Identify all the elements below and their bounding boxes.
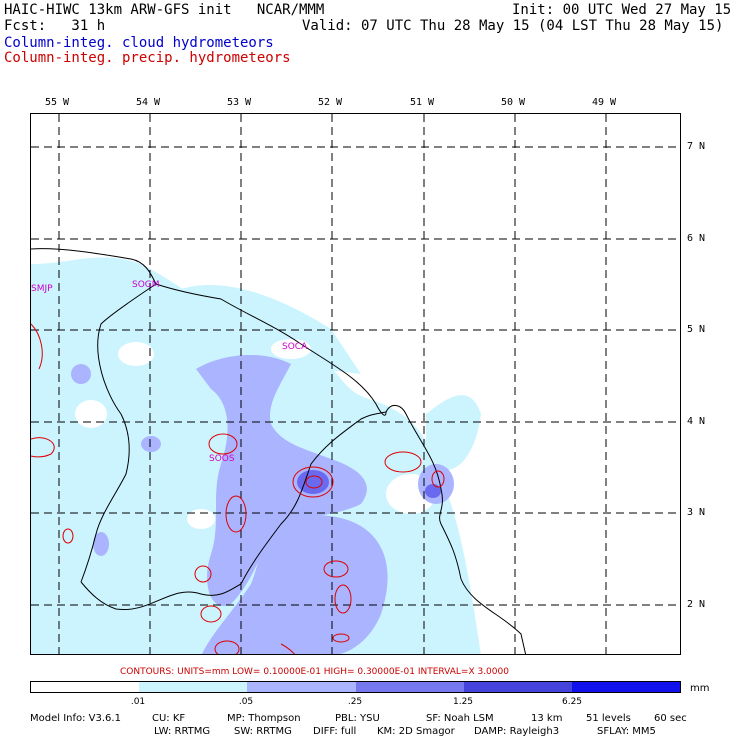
footer-km: KM: 2D Smagor (377, 726, 455, 737)
station-label-soos: SOOS (209, 454, 235, 464)
footer-sf: SF: Noah LSM (426, 713, 494, 724)
colorbar-unit: mm (690, 683, 710, 694)
footer-damp: DAMP: Rayleigh3 (474, 726, 560, 737)
header-init-time: Init: 00 UTC Wed 27 May 15 (512, 2, 732, 18)
cloud-shading-medium (71, 354, 454, 654)
map-canvas (31, 114, 680, 654)
footer-model-info: Model Info: V3.6.1 (30, 713, 121, 724)
lon-label-51w: 51 W (410, 97, 435, 108)
lat-label-6n: 6 N (687, 233, 706, 244)
header-forecast-hour: Fcst: 31 h (4, 18, 106, 34)
cloud-shading-dark (297, 470, 441, 498)
contours-note: CONTOURS: UNITS=mm LOW= 0.10000E-01 HIGH… (120, 667, 509, 677)
colorbar-bin-0 (31, 682, 140, 692)
footer-lw: LW: RRTMG (154, 726, 211, 737)
precip-contours (31, 323, 445, 654)
colorbar-tick-3: 1.25 (452, 697, 474, 707)
colorbar-bin-3 (355, 682, 464, 692)
colorbar-bin-5 (571, 682, 681, 692)
station-label-sogm: SOGM (132, 280, 160, 290)
lat-label-2n: 2 N (687, 599, 706, 610)
field-label-precip: Column-integ. precip. hydrometeors (4, 50, 291, 66)
footer-diff: DIFF: full (313, 726, 357, 737)
colorbar-tick-0: .01 (130, 697, 146, 707)
footer-levels: 51 levels (586, 713, 631, 724)
colorbar-bin-1 (139, 682, 248, 692)
lon-label-52w: 52 W (318, 97, 343, 108)
colorbar-tick-4: 6.25 (561, 697, 583, 707)
colorbar-tick-1: .05 (238, 697, 254, 707)
map-panel[interactable]: SMJP SOGM SOCA SOOS (30, 113, 681, 655)
footer-pbl: PBL: YSU (335, 713, 380, 724)
footer-cu: CU: KF (152, 713, 186, 724)
footer-sw: SW: RRTMG (234, 726, 292, 737)
lon-label-53w: 53 W (227, 97, 252, 108)
colorbar (30, 681, 681, 693)
footer-timestep: 60 sec (654, 713, 687, 724)
footer-mp: MP: Thompson (227, 713, 301, 724)
colorbar-bin-4 (463, 682, 572, 692)
colorbar-bin-2 (247, 682, 356, 692)
station-label-soca: SOCA (282, 342, 308, 352)
lon-label-49w: 49 W (592, 97, 617, 108)
field-label-cloud: Column-integ. cloud hydrometeors (4, 35, 274, 51)
footer-resolution: 13 km (531, 713, 563, 724)
header-valid-time: Valid: 07 UTC Thu 28 May 15 (04 LST Thu … (302, 18, 724, 34)
lat-label-3n: 3 N (687, 507, 706, 518)
coastline-borders (31, 248, 527, 654)
lon-label-50w: 50 W (501, 97, 526, 108)
colorbar-tick-2: .25 (347, 697, 363, 707)
footer-sflay: SFLAY: MM5 (597, 726, 656, 737)
station-label-smjp: SMJP (31, 284, 53, 294)
lon-label-55w: 55 W (45, 97, 70, 108)
header-run-title: HAIC-HIWC 13km ARW-GFS init NCAR/MMM (4, 2, 325, 18)
lat-label-4n: 4 N (687, 416, 706, 427)
lat-label-5n: 5 N (687, 324, 706, 335)
lat-label-7n: 7 N (687, 141, 706, 152)
lon-label-54w: 54 W (136, 97, 161, 108)
